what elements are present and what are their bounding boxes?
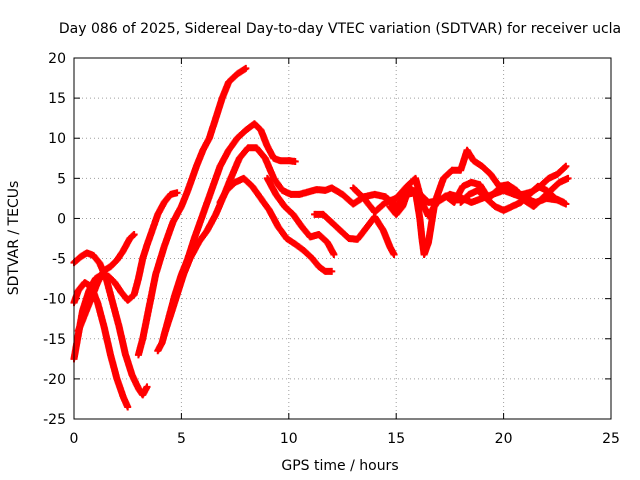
marker-run [217,147,232,169]
marker-run [273,192,288,209]
series-track-13 [386,146,572,259]
series-track-14 [457,182,568,214]
axis-ticks [73,57,612,420]
marker-run [451,184,466,205]
series-track-9 [263,174,338,259]
series-track-1 [70,249,151,399]
marker-run [204,212,219,233]
data-point [328,267,336,275]
x-axis-label: GPS time / hours [281,458,398,474]
marker-run [225,135,240,153]
y-axis-label: SDTVAR / TECUs [6,181,22,296]
marker-run [195,228,210,245]
data-point [130,230,138,238]
marker-run [145,272,159,309]
marker-run [135,256,146,281]
marker-run [371,214,387,233]
x-tick-label: 25 [602,431,620,447]
marker-run [139,304,153,341]
marker-run [350,185,367,201]
y-tick-label: 5 [57,171,66,187]
marker-run [227,156,243,181]
data-point [124,403,132,411]
marker-run [275,224,290,241]
x-tick-label: 10 [280,431,298,447]
marker-run [70,332,82,361]
marker-run [266,208,281,229]
marker-run [290,212,305,229]
series-track-5 [134,64,250,359]
marker-run [412,189,424,221]
marker-run [258,196,273,213]
data-point [173,189,181,197]
y-tick-label: -5 [52,252,66,268]
y-tick-labels: -25 -20 -15 -10 -5 0 5 10 15 20 [43,51,66,428]
marker-run [271,175,286,193]
marker-run [169,204,185,225]
marker-run [425,200,439,245]
marker-run [361,195,378,215]
marker-run [264,176,279,197]
y-tick-label: -25 [43,412,66,428]
series-track-10 [311,210,398,259]
data-point [242,64,250,72]
y-tick-label: 15 [48,91,66,107]
grid [74,58,611,419]
data-point [291,157,299,165]
chart-title: Day 086 of 2025, Sidereal Day-to-day VTE… [59,21,621,37]
marker-run [129,372,142,391]
series-track-7 [160,144,336,339]
data-point [390,251,398,259]
x-tick-label: 20 [495,431,513,447]
marker-run [152,244,168,277]
marker-run [354,225,369,242]
data-point [330,251,338,259]
marker-run [115,324,129,357]
series-track-3 [70,279,132,411]
y-tick-label: -20 [43,372,66,388]
plot-frame [73,57,612,420]
series-track-6 [154,120,299,355]
marker-run [187,240,202,261]
data-point [143,383,151,391]
x-tick-label: 15 [387,431,405,447]
y-tick-label: -15 [43,332,66,348]
series-track-4 [74,230,138,335]
x-tick-label: 5 [177,431,186,447]
marker-run [249,183,264,201]
marker-run [75,312,88,333]
marker-run [257,127,271,149]
marker-run [416,216,426,241]
plot-area [70,64,572,411]
y-tick-label: 10 [48,131,66,147]
series-track-8 [216,174,336,275]
marker-run [262,156,277,181]
marker-run [88,280,101,301]
marker-run [100,324,114,357]
data-point [564,174,572,182]
x-tick-labels: 0 5 10 15 20 25 [70,431,620,447]
data-point [560,198,568,206]
y-tick-label: -10 [43,292,66,308]
x-tick-label: 0 [70,431,79,447]
y-tick-label: 0 [57,211,66,227]
data-point [562,162,570,170]
marker-run [488,171,502,189]
y-tick-label: 20 [48,51,66,67]
marker-run [372,199,388,215]
